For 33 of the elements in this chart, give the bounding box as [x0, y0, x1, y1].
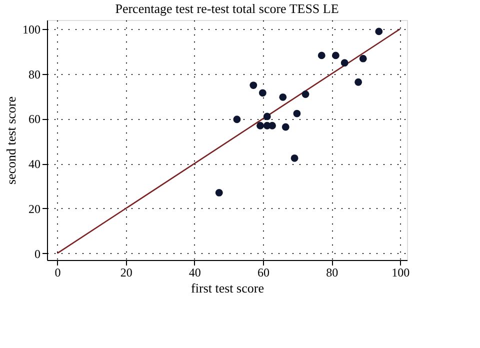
y-tick-label: 80	[28, 67, 40, 82]
point	[263, 112, 271, 120]
point	[332, 52, 340, 60]
point	[282, 123, 290, 131]
x-tick-label: 60	[258, 266, 270, 280]
point	[359, 54, 367, 62]
point	[250, 82, 258, 89]
y-axis-title: second test score	[4, 96, 18, 185]
point	[293, 110, 301, 118]
point	[256, 122, 264, 130]
point	[258, 89, 266, 97]
y-tick-label: 60	[28, 112, 40, 126]
y-tick-label: 20	[28, 202, 40, 216]
point	[318, 52, 326, 60]
y-tick-label: 100	[22, 22, 40, 36]
point	[268, 122, 276, 130]
point	[215, 189, 223, 196]
point	[340, 59, 348, 67]
point	[354, 78, 362, 86]
x-axis-title: first test score	[191, 280, 264, 296]
x-tick-label: 20	[120, 266, 132, 280]
y-tick-label: 40	[28, 157, 40, 172]
point	[233, 116, 241, 124]
chart-title: Percentage test re-test total score TESS LE	[115, 1, 339, 16]
point	[279, 93, 287, 101]
x-tick-label: 0	[54, 266, 61, 280]
x-tick-label: 40	[188, 266, 201, 280]
y-tick-label: 0	[34, 246, 40, 261]
point	[375, 28, 383, 36]
x-tick-label: 100	[392, 266, 410, 280]
x-tick-label: 80	[326, 266, 338, 280]
point	[290, 154, 298, 162]
point	[302, 90, 310, 98]
